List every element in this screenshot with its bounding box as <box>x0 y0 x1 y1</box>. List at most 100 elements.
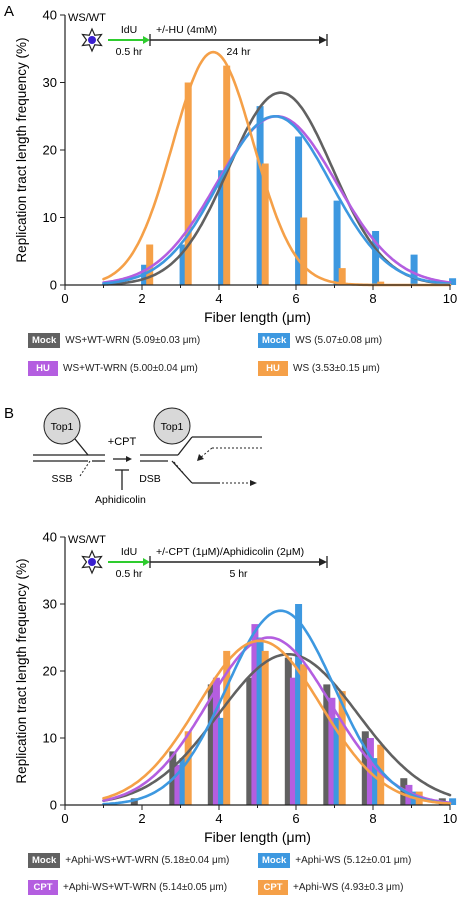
bar <box>261 650 269 805</box>
x-tick-label: 6 <box>292 291 299 306</box>
bar <box>212 677 220 805</box>
bar <box>372 231 380 285</box>
nucleus-icon <box>88 36 96 44</box>
bar <box>256 106 264 285</box>
x-axis-label: Fiber length (μm) <box>204 829 311 845</box>
bar <box>184 82 192 285</box>
bar <box>251 624 259 805</box>
bar <box>295 604 303 805</box>
nucleus-icon <box>88 558 96 566</box>
bar <box>300 664 308 805</box>
fit-curve <box>102 653 452 802</box>
nascent-strand <box>199 447 213 459</box>
top1-label: Top1 <box>161 421 184 433</box>
bar <box>130 798 138 805</box>
legend-label: +Aphi-WS+WT-WRN (5.14±0.05 μm) <box>63 882 228 893</box>
y-axis-label: Replication tract length frequency (%) <box>14 558 29 783</box>
legend-label: +Aphi-WS+WT-WRN (5.18±0.04 μm) <box>65 855 230 866</box>
bar <box>261 163 269 285</box>
bar <box>300 217 308 285</box>
x-tick-label: 8 <box>369 811 376 826</box>
top1-link <box>74 438 89 456</box>
x-tick-label: 10 <box>443 811 457 826</box>
legend-label: WS (3.53±0.15 μm) <box>293 363 380 374</box>
bar <box>174 764 182 805</box>
treat-arrowhead <box>319 36 327 44</box>
legend-item: Mock +Aphi-WS+WT-WRN (5.18±0.04 μm) <box>28 853 229 868</box>
nick-pointer <box>79 460 91 477</box>
ssb-label: SSB <box>51 473 72 485</box>
fit-curve <box>102 609 452 806</box>
bar <box>218 717 226 805</box>
pulse-time: 0.5 hr <box>116 568 143 580</box>
panel-label: A <box>4 3 14 20</box>
replication-diagram: Top1 SSB +CPT Aphidicolin Top1 DSB <box>33 407 262 506</box>
legend-label: +Aphi-WS (4.93±0.3 μm) <box>293 882 404 893</box>
y-tick-label: 40 <box>43 8 57 23</box>
legend-item: Mock +Aphi-WS (5.12±0.01 μm) <box>258 853 411 868</box>
legend-swatch: HU <box>28 361 58 376</box>
top1-icon <box>43 407 81 445</box>
bar <box>333 717 341 805</box>
bar <box>146 244 154 285</box>
bar <box>449 798 457 805</box>
treat-label: +/-CPT (1μM)/Aphidicolin (2μM) <box>156 546 304 558</box>
treat-label: +/-HU (4mM) <box>156 24 217 36</box>
break-pointer <box>173 461 185 475</box>
legend-item: HU WS+WT-WRN (5.00±0.04 μm) <box>28 361 198 376</box>
y-axis-label: Replication tract length frequency (%) <box>14 37 29 262</box>
bar <box>328 697 336 805</box>
cpt-label: +CPT <box>108 436 137 448</box>
bar <box>449 278 457 285</box>
x-tick-label: 6 <box>292 811 299 826</box>
nascent-arrowhead <box>250 480 257 486</box>
y-tick-label: 40 <box>43 530 57 545</box>
x-tick-label: 4 <box>215 291 222 306</box>
x-tick-label: 2 <box>138 291 145 306</box>
fit-curve <box>102 114 452 286</box>
y-tick-label: 20 <box>43 143 57 158</box>
aphidicolin-label: Aphidicolin <box>95 494 146 506</box>
bar <box>338 268 346 285</box>
bar <box>179 758 187 805</box>
x-tick-label: 8 <box>369 291 376 306</box>
legend-item: HU WS (3.53±0.15 μm) <box>258 361 380 376</box>
nascent-arrowhead <box>197 454 204 461</box>
bar <box>372 758 380 805</box>
legend-label: +Aphi-WS (5.12±0.01 μm) <box>295 855 412 866</box>
bar <box>333 200 341 285</box>
pulse-label: IdU <box>121 24 137 36</box>
top1-label: Top1 <box>51 421 74 433</box>
legend-label: WS (5.07±0.08 μm) <box>295 335 383 346</box>
bar <box>207 684 215 805</box>
legend-swatch: CPT <box>28 880 58 895</box>
treat-time: 5 hr <box>229 568 248 580</box>
x-tick-label: 2 <box>138 811 145 826</box>
x-tick-label: 0 <box>61 811 68 826</box>
treat-time: 24 hr <box>227 46 251 58</box>
bar <box>179 244 187 285</box>
top1-icon <box>153 407 191 445</box>
fork-arm <box>177 436 193 456</box>
y-tick-label: 0 <box>50 798 57 813</box>
bar <box>377 281 385 285</box>
y-tick-label: 10 <box>43 731 57 746</box>
fit-curve <box>102 91 452 286</box>
cell-label: WS/WT <box>68 12 106 24</box>
legend-swatch: Mock <box>258 333 291 348</box>
pulse-arrowhead <box>143 36 150 44</box>
bar <box>284 657 292 805</box>
pulse-time: 0.5 hr <box>116 46 143 58</box>
x-axis-label: Fiber length (μm) <box>204 309 311 325</box>
fit-curve <box>102 639 452 805</box>
bar <box>289 677 297 805</box>
panel-label: B <box>4 405 14 422</box>
legend-item: Mock WS+WT-WRN (5.09±0.03 μm) <box>28 333 200 348</box>
legend-swatch: Mock <box>28 333 61 348</box>
legend-swatch: CPT <box>258 880 288 895</box>
legend-item: CPT +Aphi-WS+WT-WRN (5.14±0.05 μm) <box>28 880 227 895</box>
fit-curve <box>102 636 452 805</box>
legend-item: Mock WS (5.07±0.08 μm) <box>258 333 382 348</box>
x-tick-label: 0 <box>61 291 68 306</box>
bar <box>338 691 346 805</box>
